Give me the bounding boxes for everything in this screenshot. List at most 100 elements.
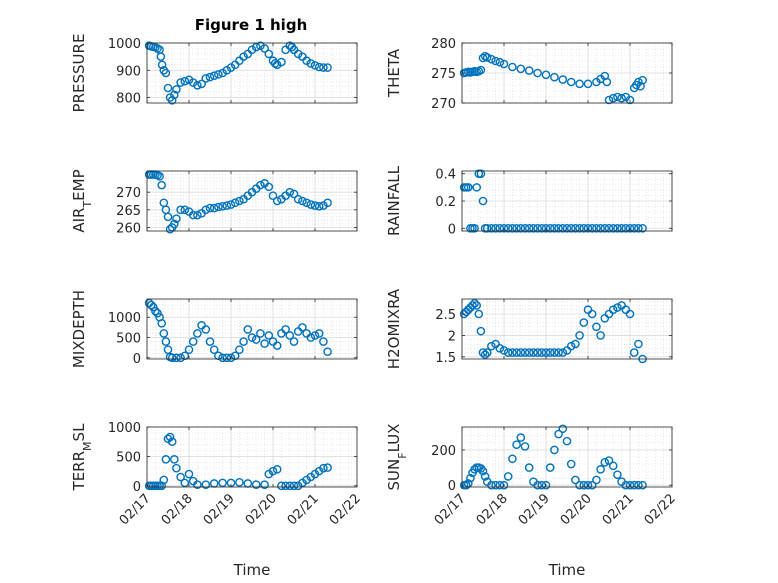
data-point: [558, 424, 568, 434]
y-tick-label: 1000: [108, 421, 141, 436]
data-point: [156, 52, 166, 61]
data-point: [172, 353, 181, 363]
data-point: [319, 63, 328, 72]
data-point: [566, 341, 576, 351]
data-point: [638, 75, 647, 85]
data-point: [562, 436, 572, 446]
data-point: [193, 480, 202, 489]
y-tick-label: 280: [431, 37, 456, 52]
data-point: [558, 75, 568, 84]
x-tick-label: 02/22: [642, 491, 679, 528]
subplot-1: 800 900 1000 PRESSURE: [70, 34, 358, 113]
data-point: [554, 348, 563, 357]
data-point: [172, 463, 181, 473]
x-tick-label: 02/18: [159, 491, 196, 528]
data-point: [508, 62, 517, 72]
axes-box: [146, 298, 358, 360]
data-point: [520, 223, 530, 233]
data-point: [201, 325, 211, 334]
data-point: [310, 201, 320, 210]
data-point: [566, 223, 576, 233]
data-point: [516, 64, 526, 74]
data-point: [596, 331, 605, 340]
data-point: [541, 223, 551, 233]
y-tick-label: 0.4: [435, 168, 456, 183]
data-point: [268, 191, 278, 201]
data-point: [165, 432, 175, 442]
data-point: [323, 347, 332, 357]
axes-box: [461, 298, 673, 360]
data-point: [571, 223, 580, 233]
data-point: [480, 472, 490, 481]
y-axis-label: THETA: [385, 48, 403, 98]
data-point: [235, 477, 244, 487]
data-point: [306, 200, 316, 209]
data-point: [172, 85, 181, 94]
data-point: [472, 183, 482, 192]
data-point: [558, 348, 568, 357]
x-tick-label: 02/17: [117, 491, 154, 528]
data-point: [608, 223, 618, 233]
plot-area: [462, 299, 672, 359]
data-point: [193, 210, 202, 220]
data-point: [579, 223, 589, 233]
data-point: [157, 60, 167, 70]
data-point: [201, 205, 211, 215]
data-point: [239, 337, 248, 346]
data-point: [495, 480, 505, 490]
x-tick-label: 02/19: [516, 491, 553, 528]
data-point: [285, 331, 295, 340]
y-tick-label: 0.2: [435, 195, 456, 210]
data-point: [463, 183, 473, 192]
data-point: [503, 348, 513, 357]
data-point: [251, 480, 261, 489]
data-point: [205, 337, 215, 346]
data-point: [310, 331, 320, 340]
data-point: [499, 346, 509, 355]
axes-box: [146, 170, 358, 232]
y-axis-label: H2OMIXRA: [385, 288, 403, 369]
data-point: [470, 298, 479, 308]
data-point: [491, 480, 500, 490]
data-point: [604, 95, 614, 105]
data-point: [209, 71, 219, 81]
data-point: [583, 223, 593, 233]
data-point: [205, 72, 215, 82]
data-point: [218, 478, 227, 488]
data-point: [596, 223, 605, 233]
data-point: [293, 194, 303, 204]
data-point: [167, 437, 177, 447]
y-tick-label: 0: [448, 479, 456, 494]
data-point: [533, 480, 542, 490]
data-point: [512, 440, 521, 449]
data-point: [550, 72, 559, 82]
data-point: [205, 203, 215, 213]
data-point: [613, 92, 622, 102]
subplot-2: 270 275 280 THETA: [385, 37, 673, 112]
data-point: [163, 83, 173, 93]
data-point: [157, 180, 166, 190]
data-point: [264, 49, 274, 59]
data-point: [159, 475, 169, 485]
data-point: [554, 429, 563, 439]
data-point: [474, 309, 484, 319]
data-point: [520, 348, 530, 357]
data-point: [604, 456, 614, 465]
data-series: [144, 298, 332, 363]
data-point: [602, 77, 612, 87]
axes-box: [146, 42, 358, 104]
data-point: [476, 169, 486, 179]
data-point: [314, 329, 324, 338]
data-point: [587, 309, 597, 319]
data-point: [277, 481, 286, 491]
data-point: [201, 74, 211, 83]
data-point: [285, 187, 295, 197]
data-point: [533, 348, 542, 357]
data-point: [167, 95, 177, 105]
data-point: [193, 329, 202, 338]
data-point: [537, 480, 547, 490]
y-axis-label: PRESSURE: [70, 34, 88, 113]
y-axis-label: SUNFLUX: [385, 424, 409, 491]
data-point: [148, 302, 158, 312]
data-point: [516, 223, 526, 233]
